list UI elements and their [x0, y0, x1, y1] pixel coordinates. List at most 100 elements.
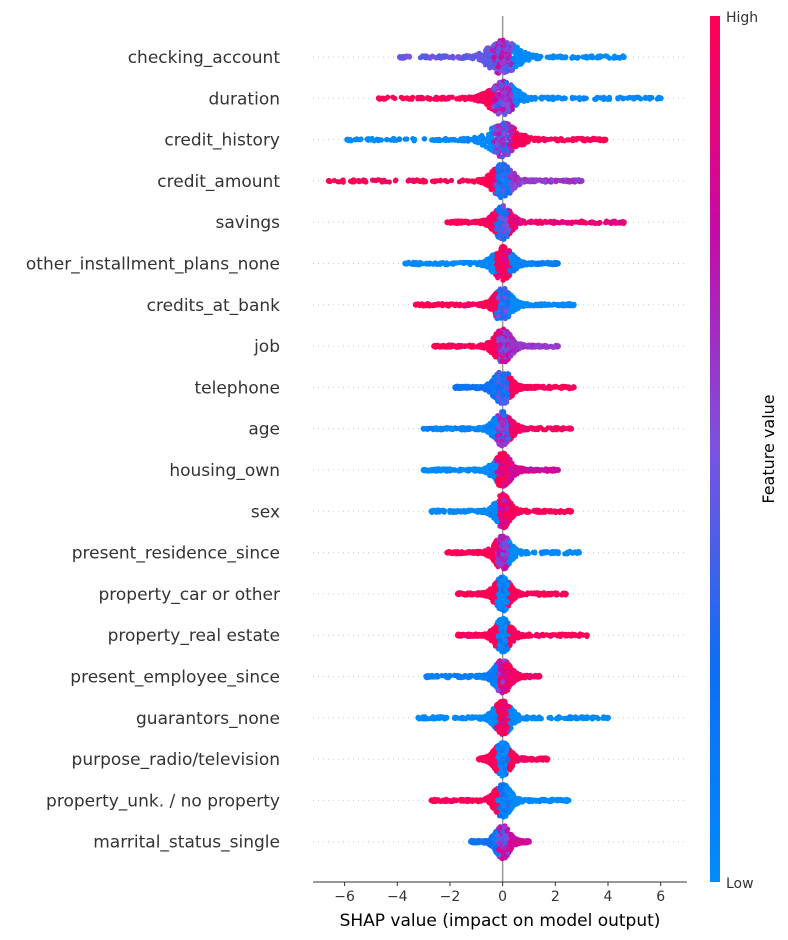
shap-point — [545, 95, 552, 101]
shap-point — [494, 469, 500, 475]
shap-point-min — [396, 54, 403, 60]
shap-point — [448, 261, 455, 267]
shap-point — [496, 454, 502, 460]
feature-row-points — [344, 120, 609, 160]
shap-point-max — [570, 384, 577, 391]
shap-point — [499, 252, 505, 258]
shap-point — [491, 169, 497, 175]
shap-point — [506, 310, 512, 316]
shap-point — [510, 341, 516, 347]
shap-point — [604, 218, 610, 224]
shap-point — [525, 426, 532, 432]
shap-point — [499, 296, 505, 302]
shap-point — [476, 56, 482, 62]
shap-point — [590, 55, 596, 61]
shap-point — [427, 425, 433, 431]
shap-point — [548, 136, 554, 142]
shap-point — [624, 95, 631, 101]
shap-point — [338, 178, 344, 185]
shap-point — [491, 352, 497, 358]
shap-point — [390, 135, 397, 142]
shap-point — [441, 53, 447, 59]
shap-point — [441, 343, 447, 350]
shap-point — [352, 137, 358, 143]
shap-point — [487, 64, 493, 70]
shap-point — [566, 177, 572, 183]
shap-point-max — [554, 467, 561, 473]
shap-point — [368, 137, 374, 143]
shap-point — [497, 342, 503, 348]
shap-point — [468, 55, 474, 61]
shap-point — [511, 222, 517, 228]
shap-point — [495, 313, 502, 319]
shap-point — [506, 227, 512, 233]
shap-point — [463, 54, 469, 61]
shap-point — [552, 301, 558, 308]
shap-point-min — [420, 467, 427, 473]
shap-point — [499, 106, 506, 112]
shap-point — [411, 137, 417, 143]
shap-point — [431, 302, 437, 308]
shap-point — [573, 136, 579, 142]
shap-point — [509, 300, 515, 306]
shap-point — [448, 54, 455, 61]
shap-point — [563, 301, 569, 307]
shap-point — [478, 385, 484, 391]
shap-point — [532, 344, 538, 350]
shap-point — [437, 468, 443, 474]
shap-point — [501, 409, 507, 415]
shap-point — [415, 94, 421, 101]
shap-point — [582, 54, 588, 60]
shap-point — [471, 384, 477, 390]
shap-point — [460, 177, 466, 183]
shap-point — [599, 95, 605, 101]
shap-point-max — [620, 219, 627, 226]
shap-point — [441, 508, 448, 514]
feature-row-points — [375, 78, 664, 117]
shap-point — [505, 435, 511, 441]
shap-point — [505, 121, 511, 127]
shap-point — [493, 462, 499, 468]
shap-point — [397, 136, 403, 142]
shap-point — [480, 58, 486, 64]
shap-point — [495, 207, 501, 213]
shap-point — [420, 261, 426, 267]
shap-point — [526, 219, 532, 225]
shap-point — [558, 426, 565, 432]
shap-point — [417, 55, 423, 61]
shap-point — [517, 48, 524, 54]
shap-point — [528, 466, 534, 472]
shap-point — [502, 441, 508, 447]
shap-point — [498, 483, 504, 489]
shap-point — [453, 301, 459, 307]
shap-point — [422, 136, 428, 142]
shap-point — [465, 301, 471, 308]
shap-point — [514, 44, 520, 50]
shap-point — [491, 303, 498, 309]
shap-point — [504, 63, 510, 69]
shap-point — [500, 161, 506, 167]
shap-point — [502, 152, 508, 158]
shap-point — [498, 438, 504, 444]
shap-point — [406, 53, 412, 59]
shap-point — [458, 344, 464, 350]
shap-point — [447, 466, 453, 472]
shap-point — [449, 301, 455, 307]
shap-point — [508, 91, 514, 97]
shap-point — [408, 177, 414, 184]
shap-point-min — [412, 301, 419, 308]
shap-point — [499, 268, 505, 274]
shap-point — [534, 137, 540, 143]
shap-point — [404, 95, 410, 102]
shap-point — [499, 335, 505, 341]
shap-point — [484, 467, 491, 473]
shap-point — [446, 344, 452, 350]
shap-point — [465, 178, 471, 184]
shap-point — [471, 179, 477, 185]
shap-point — [638, 96, 644, 102]
shap-point — [378, 137, 384, 143]
shap-point — [470, 219, 476, 225]
shap-point — [516, 177, 523, 183]
shap-point — [583, 220, 589, 226]
shap-point — [500, 187, 506, 193]
